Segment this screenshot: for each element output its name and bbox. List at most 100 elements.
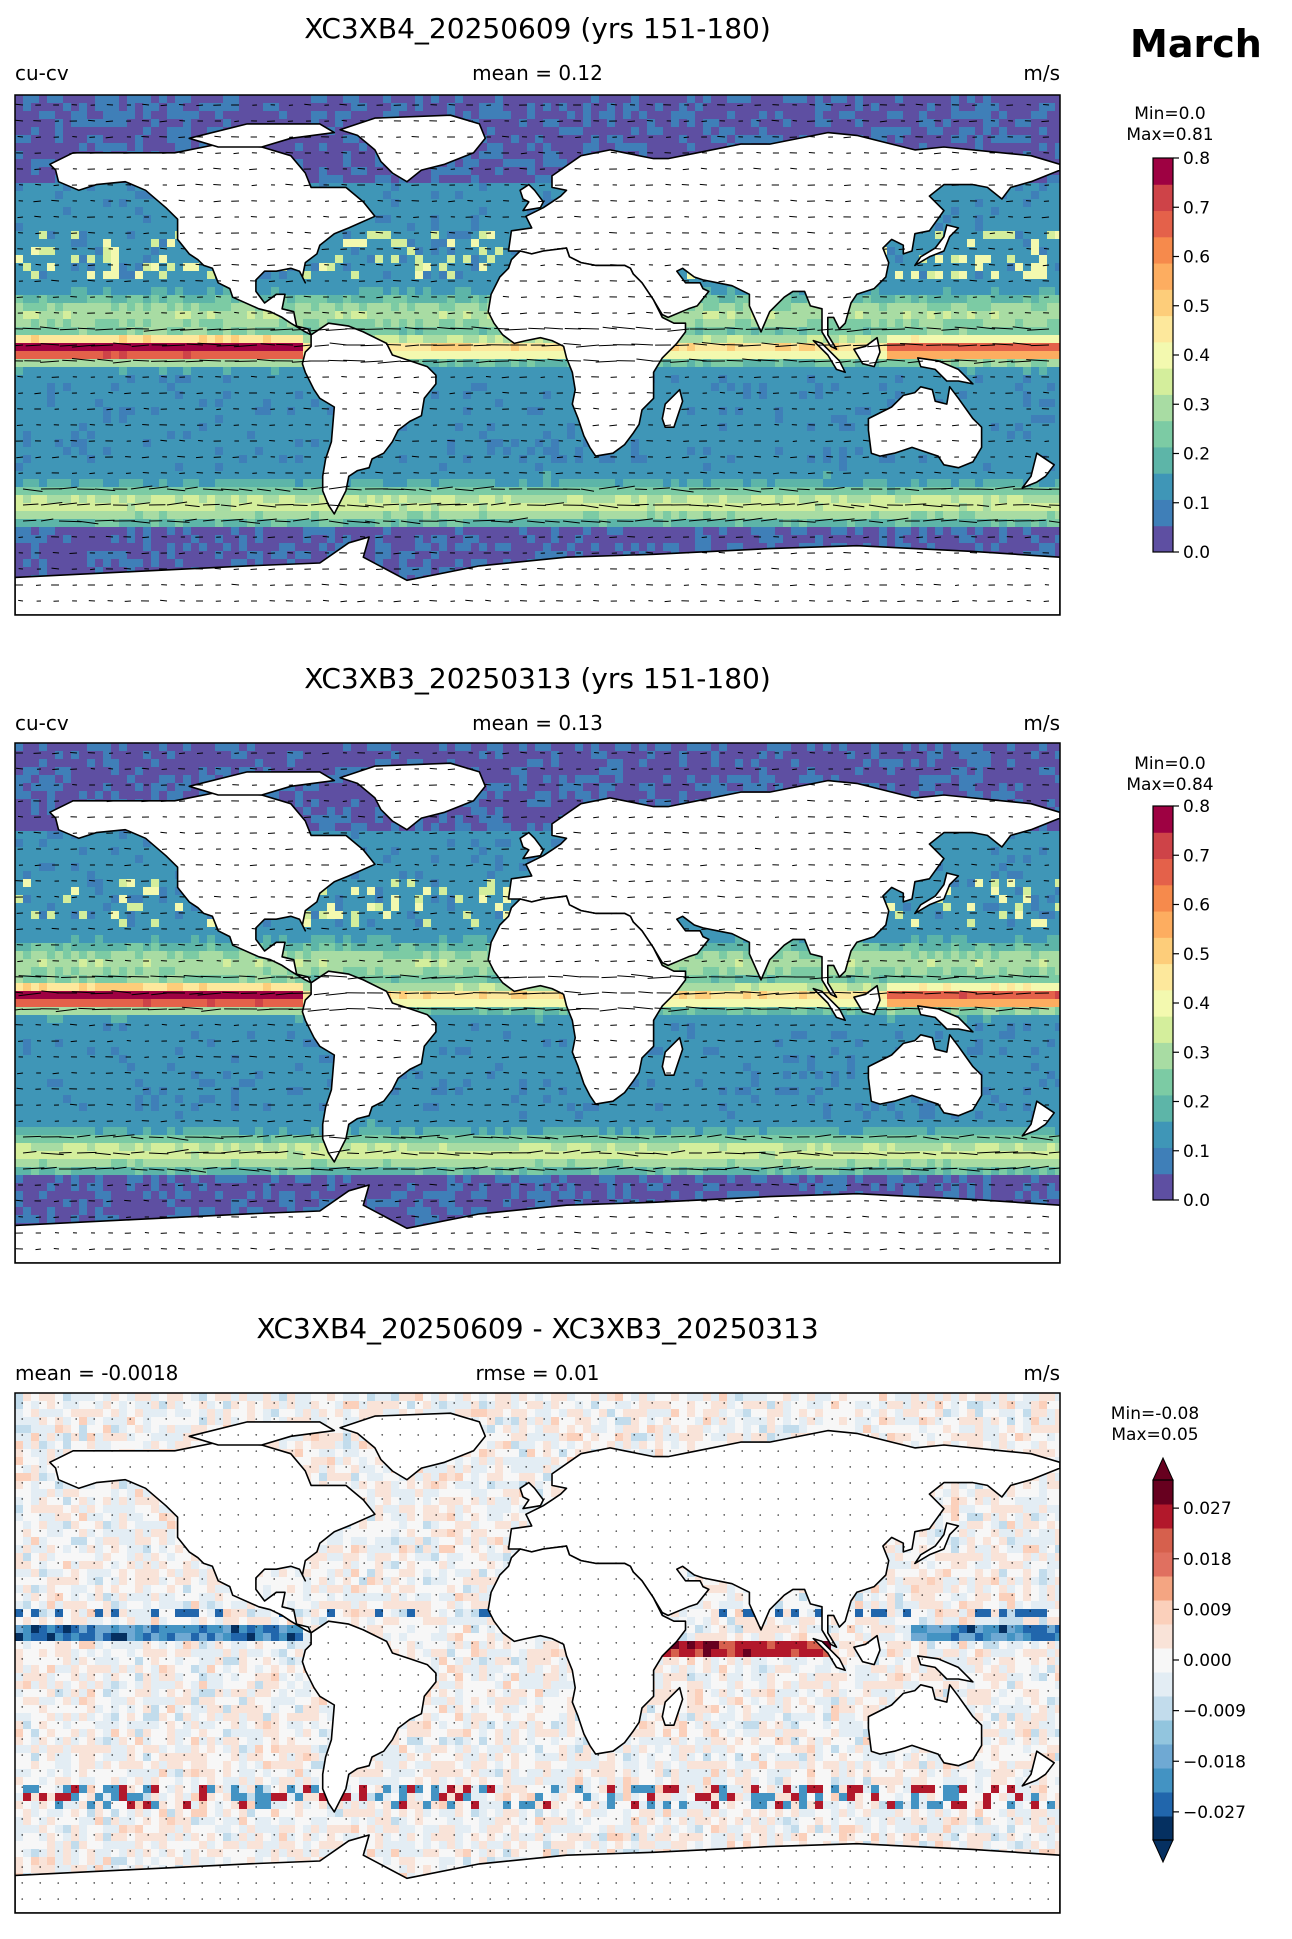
field-cell (15, 95, 24, 104)
field-cell (263, 103, 272, 112)
field-cell (319, 119, 328, 128)
field-cell (359, 143, 368, 152)
field-cell (159, 271, 168, 280)
field-cell (727, 111, 736, 120)
field-cell (1039, 319, 1048, 328)
field-cell (503, 103, 512, 112)
field-cell (95, 383, 104, 392)
field-cell (343, 119, 352, 128)
field-cell (1007, 375, 1016, 384)
field-cell (367, 271, 376, 280)
panel2-max-text: Max=0.84 (1110, 776, 1230, 795)
field-cell (831, 383, 840, 392)
field-cell (279, 383, 288, 392)
field-cell (671, 119, 680, 128)
field-cell (1015, 295, 1024, 304)
field-cell (55, 183, 64, 192)
field-cell (887, 359, 896, 368)
field-cell (783, 319, 792, 328)
field-cell (823, 111, 832, 120)
field-cell (623, 119, 632, 128)
field-cell (351, 159, 360, 168)
field-cell (927, 303, 936, 312)
field-cell (999, 119, 1008, 128)
field-cell (935, 279, 944, 288)
field-cell (695, 335, 704, 344)
field-cell (39, 159, 48, 168)
field-cell (423, 167, 432, 176)
field-cell (71, 351, 80, 360)
field-cell (95, 143, 104, 152)
field-cell (103, 359, 112, 368)
field-cell (527, 159, 536, 168)
field-cell (455, 207, 464, 216)
field-cell (303, 135, 312, 144)
field-cell (39, 335, 48, 344)
field-cell (199, 287, 208, 296)
field-cell (975, 223, 984, 232)
field-cell (1015, 111, 1024, 120)
field-cell (215, 359, 224, 368)
field-cell (895, 255, 904, 264)
field-cell (919, 119, 928, 128)
field-cell (87, 311, 96, 320)
field-cell (551, 135, 560, 144)
field-cell (207, 95, 216, 104)
field-cell (855, 295, 864, 304)
field-cell (887, 351, 896, 360)
field-cell (39, 375, 48, 384)
field-cell (415, 279, 424, 288)
field-cell (327, 271, 336, 280)
field-cell (951, 247, 960, 256)
field-cell (103, 143, 112, 152)
field-cell (487, 391, 496, 400)
field-cell (415, 175, 424, 184)
field-cell (367, 311, 376, 320)
field-cell (879, 119, 888, 128)
field-cell (87, 143, 96, 152)
field-cell (127, 135, 136, 144)
field-cell (543, 343, 552, 352)
field-cell (551, 375, 560, 384)
field-cell (855, 327, 864, 336)
field-cell (967, 207, 976, 216)
field-cell (1031, 111, 1040, 120)
field-cell (119, 279, 128, 288)
field-cell (951, 303, 960, 312)
field-cell (791, 95, 800, 104)
field-cell (231, 391, 240, 400)
field-cell (479, 319, 488, 328)
field-cell (983, 287, 992, 296)
field-cell (47, 215, 56, 224)
field-cell (159, 327, 168, 336)
field-cell (559, 375, 568, 384)
field-cell (743, 95, 752, 104)
field-cell (31, 183, 40, 192)
field-cell (47, 111, 56, 120)
field-cell (967, 143, 976, 152)
field-cell (111, 367, 120, 376)
field-cell (847, 303, 856, 312)
field-cell (495, 247, 504, 256)
field-cell (1031, 271, 1040, 280)
field-cell (743, 127, 752, 136)
field-cell (239, 367, 248, 376)
field-cell (63, 343, 72, 352)
field-cell (687, 119, 696, 128)
field-cell (255, 311, 264, 320)
field-cell (975, 383, 984, 392)
field-cell (831, 327, 840, 336)
field-cell (767, 351, 776, 360)
field-cell (911, 383, 920, 392)
field-cell (687, 143, 696, 152)
field-cell (551, 343, 560, 352)
field-cell (647, 127, 656, 136)
field-cell (135, 351, 144, 360)
field-cell (735, 351, 744, 360)
field-cell (967, 103, 976, 112)
field-cell (991, 287, 1000, 296)
field-cell (639, 135, 648, 144)
field-cell (167, 327, 176, 336)
field-cell (479, 367, 488, 376)
field-cell (831, 375, 840, 384)
